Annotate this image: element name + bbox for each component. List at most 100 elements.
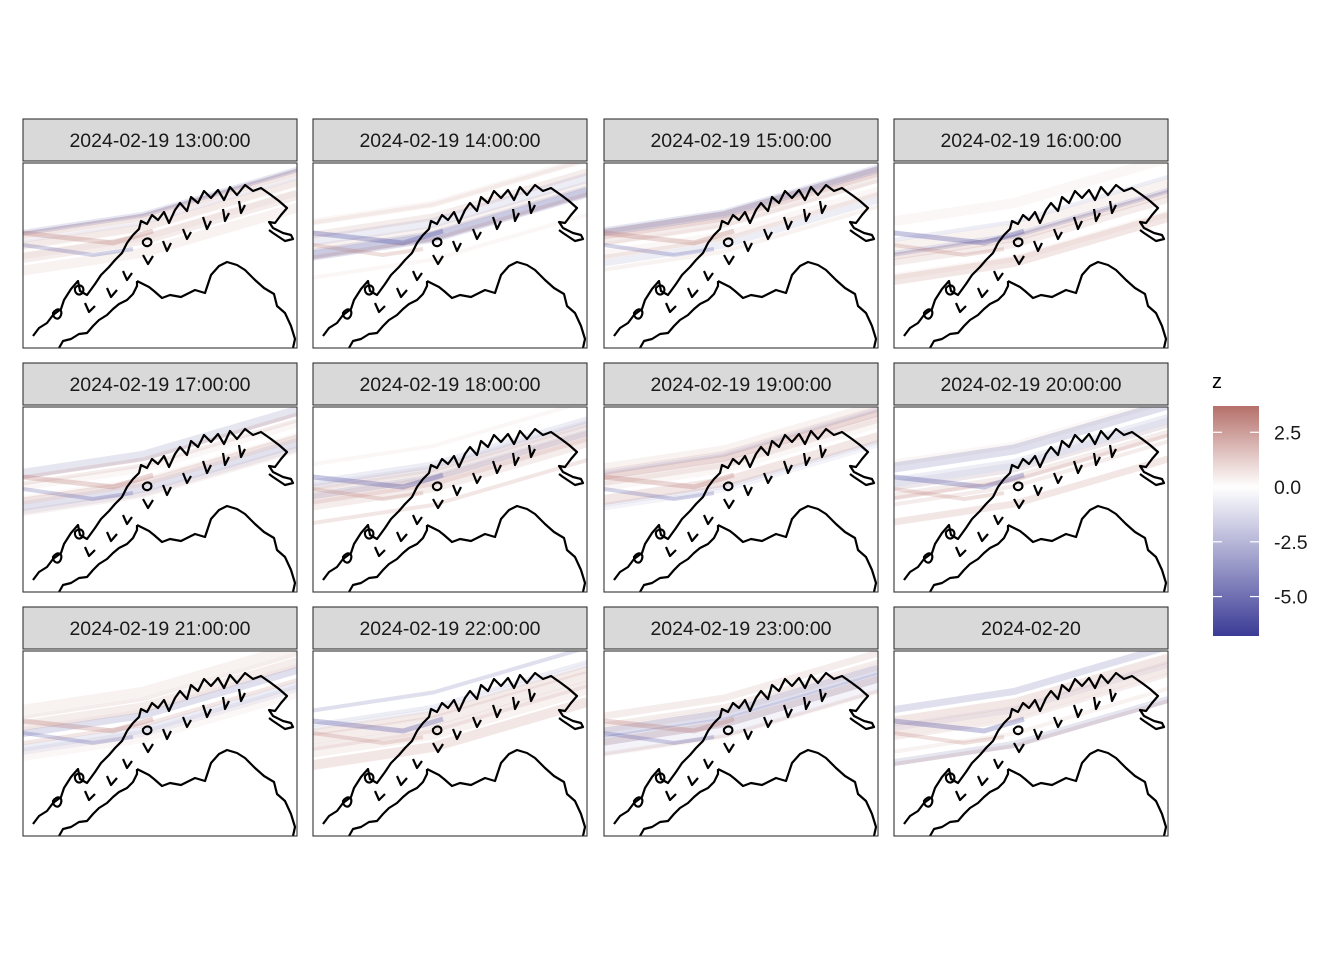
negative-anomaly-streak <box>23 407 297 479</box>
positive-anomaly-streak <box>313 666 587 737</box>
facet-panel: 2024-02-19 16:00:00 <box>893 118 1169 349</box>
fjord-outline <box>976 775 989 787</box>
island-outline <box>431 725 443 736</box>
fjord-outline <box>201 460 212 475</box>
fjord-outline <box>221 696 230 711</box>
fjord-outline <box>723 742 735 754</box>
positive-anomaly-streak <box>23 651 297 715</box>
coastal-anomaly-band <box>604 472 735 490</box>
country-border <box>639 525 720 592</box>
island-outline <box>73 772 85 784</box>
fjord-outline <box>527 444 536 459</box>
panel-border <box>603 162 879 349</box>
island-outline <box>922 308 934 320</box>
island-outline <box>51 796 63 808</box>
fjord-outline <box>451 240 462 253</box>
positive-anomaly-streak <box>894 178 1168 252</box>
colorbar-legend: z 2.5 0.0 -2.5 -5.0 <box>1212 371 1308 636</box>
positive-anomaly-streak <box>894 190 1168 260</box>
island-outline <box>141 237 153 248</box>
negative-anomaly-streak <box>894 407 1168 473</box>
country-border <box>717 260 878 348</box>
positive-anomaly-streak <box>23 657 297 731</box>
coastal-anomaly-band <box>313 228 444 246</box>
fjord-outline <box>373 302 386 314</box>
coastal-anomaly-band <box>313 243 424 258</box>
coastal-anomaly-band <box>23 487 134 502</box>
panel-border <box>22 650 298 837</box>
positive-anomaly-streak <box>313 684 587 758</box>
fjord-outline <box>237 688 246 703</box>
facet-panel: 2024-02-19 15:00:00 <box>603 118 879 349</box>
fjord-outline <box>1032 484 1043 497</box>
country-border <box>639 281 720 348</box>
facet-strip-label: 2024-02-19 20:00:00 <box>940 374 1121 396</box>
negative-anomaly-streak <box>894 651 1166 713</box>
island-outline <box>722 725 734 736</box>
coastal-anomaly-band <box>23 243 134 258</box>
positive-anomaly-streak <box>23 177 297 251</box>
island-outline <box>632 796 644 808</box>
fjord-outline <box>83 302 96 314</box>
island-outline <box>51 308 63 320</box>
island-outline <box>944 528 956 540</box>
fjord-outline <box>83 546 96 558</box>
map-outline <box>322 427 587 592</box>
negative-anomaly-streak <box>313 659 587 727</box>
island-outline <box>1012 725 1024 736</box>
fjord-outline <box>373 790 386 802</box>
negative-anomaly-streak <box>604 443 878 511</box>
facet-strip-label: 2024-02-19 15:00:00 <box>650 130 831 152</box>
facet-strip-label: 2024-02-19 18:00:00 <box>359 374 540 396</box>
positive-anomaly-streak <box>894 429 1168 500</box>
coastal-anomaly-band <box>894 472 1025 490</box>
island-outline <box>431 481 443 492</box>
fjord-outline <box>664 302 677 314</box>
heatmap-field <box>604 163 878 348</box>
positive-anomaly-streak <box>894 210 1168 281</box>
fjord-outline <box>702 514 714 526</box>
island-outline <box>654 528 666 540</box>
panel-border <box>312 650 588 837</box>
positive-anomaly-streak <box>313 181 587 252</box>
facet-strip-label: 2024-02-19 14:00:00 <box>359 130 540 152</box>
country-border <box>426 504 587 592</box>
island-outline <box>944 772 956 784</box>
fjord-outline <box>161 728 172 741</box>
fjord-outline <box>451 484 462 497</box>
fjord-outline <box>221 208 230 223</box>
positive-anomaly-streak <box>604 179 878 247</box>
country-border <box>1007 748 1168 836</box>
island-outline <box>73 528 85 540</box>
coastal-anomaly-band <box>313 731 424 746</box>
fjord-outline <box>992 514 1004 526</box>
positive-anomaly-streak <box>894 699 1168 766</box>
facet-strip-label: 2024-02-19 22:00:00 <box>359 618 540 640</box>
panel-border <box>312 406 588 593</box>
island-outline <box>722 237 734 248</box>
island-outline <box>654 772 666 784</box>
colorbar <box>1213 406 1259 636</box>
fjord-outline <box>686 287 699 299</box>
positive-anomaly-streak <box>604 432 878 505</box>
heatmap-field <box>894 407 1168 592</box>
island-outline <box>654 284 666 296</box>
fjord-outline <box>802 452 811 467</box>
country-border <box>717 504 878 592</box>
fjord-outline <box>181 228 192 241</box>
coastal-anomaly-band <box>23 472 154 490</box>
island-outline <box>632 552 644 564</box>
fjord-outline <box>762 228 773 241</box>
positive-anomaly-streak <box>604 689 878 757</box>
fjord-outline <box>954 302 967 314</box>
fjord-outline <box>742 240 753 253</box>
fjord-outline <box>142 742 154 754</box>
fjord-outline <box>237 444 246 459</box>
positive-anomaly-streak <box>313 212 587 280</box>
fjord-outline <box>1052 472 1063 485</box>
positive-anomaly-streak <box>23 189 297 260</box>
country-border <box>58 525 139 592</box>
country-border <box>929 281 1010 348</box>
heatmap-field <box>604 407 878 592</box>
map-outline <box>613 671 878 836</box>
